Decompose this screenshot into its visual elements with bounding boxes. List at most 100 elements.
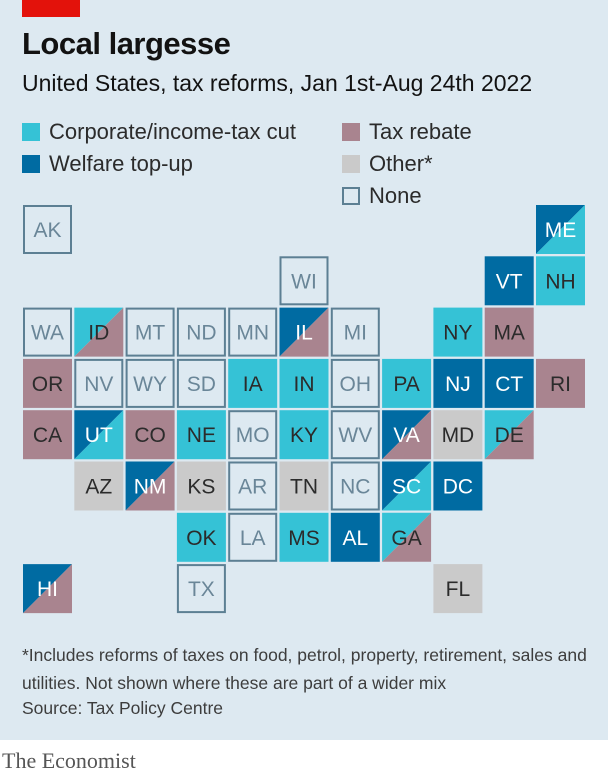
state-label-il: IL [295,322,313,345]
state-tile-wi: WI [279,256,329,306]
state-label-ri: RI [550,373,571,396]
state-label-de: DE [495,424,524,447]
state-tile-wy: WY [125,358,175,408]
state-label-nj: NJ [445,373,471,396]
state-label-tn: TN [290,476,318,499]
state-tile-bg-ok [176,512,226,562]
state-label-sd: SD [187,373,216,396]
state-tile-oh: OH [330,358,380,408]
state-tile-part2-il [279,307,329,357]
state-tile-pa: PA [382,358,432,408]
state-tile-id: ID [74,307,124,357]
state-tile-bg-mi [330,307,380,357]
state-label-az: AZ [85,476,112,499]
state-tile-part2-ga [382,512,432,562]
state-tile-or: OR [23,358,72,408]
state-tile-bg-ms [279,512,329,562]
state-label-nd: ND [186,322,216,345]
state-tile-bg-nv [74,358,124,408]
state-label-mn: MN [236,322,269,345]
state-tile-part2-sc [382,461,432,511]
state-tile-co: CO [125,410,175,460]
state-tile-bg-fl [433,564,483,614]
state-label-ok: OK [186,527,216,550]
state-label-nm: NM [134,476,167,499]
footnote: *Includes reforms of taxes on food, petr… [22,645,587,693]
state-tile-la: LA [228,512,278,562]
legend-other: Other* [342,151,433,177]
state-tile-bg-or [23,358,72,408]
state-tile-in: IN [279,358,329,408]
state-label-md: MD [442,424,475,447]
state-tile-ky: KY [279,410,329,460]
state-tile-wv: WV [330,410,380,460]
state-tile-part2-nm [125,461,175,511]
legend-corporate-income-tax-cut: Corporate/income-tax cut [22,119,296,145]
state-tile-bg-ar [228,461,278,511]
state-tile-bg-ny [433,307,483,357]
state-label-wi: WI [291,270,317,293]
legend-welfare-top-up: Welfare top-up [22,151,193,177]
state-tile-hi: HI [23,564,72,614]
state-label-pa: PA [393,373,419,396]
state-tile-part2-ut [74,410,124,460]
state-tile-il: IL [279,307,329,357]
state-label-ct: CT [495,373,523,396]
state-label-ne: NE [187,424,216,447]
state-label-ms: MS [288,527,320,550]
state-label-mi: MI [344,322,367,345]
state-tile-bg-wi [279,256,329,306]
state-tile-bg-ia [228,358,278,408]
state-tile-az: AZ [74,461,124,511]
economist-red-tag [22,0,80,17]
state-tile-bg-nh [536,256,585,306]
brand-wordmark: The Economist [2,748,136,773]
state-tile-bg-vt [484,256,534,306]
state-label-ak: AK [33,219,61,242]
state-label-nc: NC [340,476,370,499]
state-tile-bg-ca [23,410,72,460]
state-label-ky: KY [290,424,318,447]
state-tile-ut: UT [74,410,124,460]
state-tile-ok: OK [176,512,226,562]
state-tile-mt: MT [125,307,175,357]
legend-swatch-corporate-income-tax-cut [22,123,40,141]
state-tile-bg-mo [228,410,278,460]
state-label-or: OR [32,373,64,396]
legend-swatch-other [342,155,360,173]
state-tile-bg-tn [279,461,329,511]
state-label-sc: SC [392,476,421,499]
state-tile-nv: NV [74,358,124,408]
state-label-ia: IA [243,373,263,396]
state-tile-wa: WA [23,307,72,357]
state-label-id: ID [88,322,109,345]
state-tile-ar: AR [228,461,278,511]
legend-none: None [342,183,422,209]
legend-label-other: Other* [369,151,433,176]
state-tile-ks: KS [176,461,226,511]
state-tile-bg-oh [330,358,380,408]
legend-label-tax-rebate: Tax rebate [369,119,472,144]
state-tile-bg-ky [279,410,329,460]
state-tile-fl: FL [433,564,483,614]
state-label-co: CO [134,424,166,447]
state-tile-de: DE [484,410,534,460]
state-tile-part2-va [382,410,432,460]
state-tile-bg-wv [330,410,380,460]
state-tile-bg-mt [125,307,175,357]
state-tile-ms: MS [279,512,329,562]
state-tile-bg-mn [228,307,278,357]
state-label-tx: TX [188,578,215,601]
state-tile-bg-md [433,410,483,460]
state-tile-bg-tx [176,564,226,614]
legend-label-corporate-income-tax-cut: Corporate/income-tax cut [49,119,296,144]
state-tile-bg-ri [536,358,585,408]
state-tile-ma: MA [484,307,534,357]
state-tile-vt: VT [484,256,534,306]
state-label-ks: KS [187,476,215,499]
chart-title: Local largesse [22,26,231,61]
state-label-nv: NV [84,373,113,396]
state-tile-nm: NM [125,461,175,511]
state-label-al: AL [342,527,368,550]
state-label-va: VA [393,424,419,447]
